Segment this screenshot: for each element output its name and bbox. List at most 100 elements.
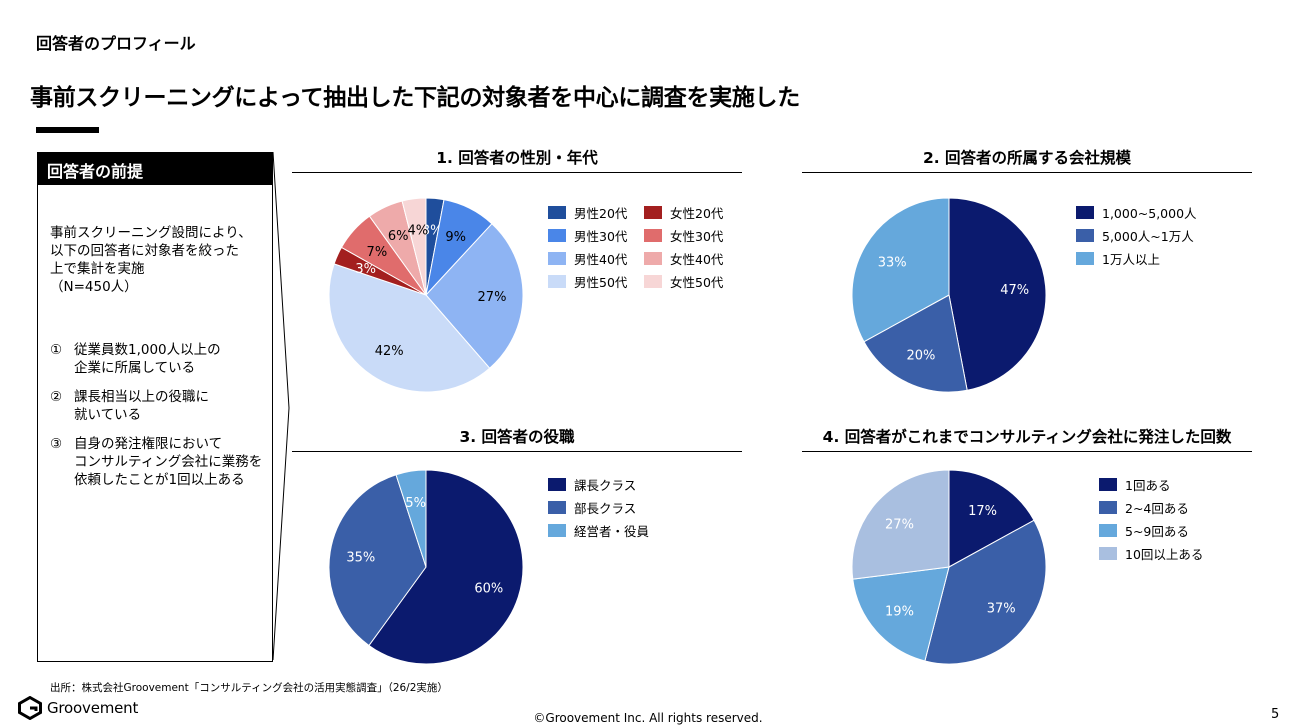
legend-label: 課長クラス <box>574 478 637 493</box>
legend-swatch <box>548 478 566 491</box>
page-number: 5 <box>1271 707 1280 722</box>
legend-swatch <box>1076 206 1094 219</box>
legend-item: 女性20代 <box>644 203 723 222</box>
pie-data-label: 3% <box>355 262 376 277</box>
pie-data-label: 47% <box>1000 283 1029 298</box>
legend-label: 男性30代 <box>574 229 628 244</box>
legend-item: 5~9回ある <box>1099 521 1189 540</box>
legend-swatch <box>1099 524 1117 537</box>
legend-label: 女性20代 <box>670 206 724 221</box>
legend-item: 2~4回ある <box>1099 498 1189 517</box>
legend-label: 1回ある <box>1125 478 1171 493</box>
legend-item: 女性40代 <box>644 249 723 268</box>
legend-label: 男性20代 <box>574 206 628 221</box>
legend-label: 経営者・役員 <box>574 524 650 539</box>
premise-intro-line: （N=450人） <box>50 279 138 295</box>
legend-item: 5,000人~1万人 <box>1076 226 1194 245</box>
chart-4-rule <box>802 451 1252 452</box>
legend-swatch <box>548 252 566 265</box>
legend-label: 女性50代 <box>670 275 724 290</box>
pie-slice <box>395 469 427 568</box>
pie-data-label: 4% <box>407 224 428 239</box>
pie-slice <box>948 469 1035 568</box>
legend-item: 女性30代 <box>644 226 723 245</box>
copyright: ©Groovement Inc. All rights reserved. <box>533 711 763 725</box>
pie-slice <box>425 223 524 369</box>
pie-data-label: 27% <box>885 517 914 532</box>
accent-bar <box>36 127 99 133</box>
pie-data-label: 33% <box>878 255 907 270</box>
condition-line: 依頼したことが1回以上ある <box>74 472 245 488</box>
legend-swatch <box>644 275 662 288</box>
legend-label: 1,000~5,000人 <box>1102 206 1197 221</box>
condition-line: 課長相当以上の役職に <box>74 389 209 405</box>
legend-label: 10回以上ある <box>1125 547 1204 562</box>
chart-1-rule <box>292 172 742 173</box>
condition-line: コンサルティング会社に業務を <box>74 454 263 470</box>
pie-slice <box>851 469 950 580</box>
pie-data-label: 37% <box>987 601 1016 616</box>
chart-2-legend: 1,000~5,000人 5,000人~1万人 1万人以上 <box>1076 203 1256 273</box>
pie-slice <box>851 197 950 343</box>
pie-slice <box>328 263 491 393</box>
condition-2: ② 課長相当以上の役職に 就いている <box>50 388 265 424</box>
chart-1-legend: 男性20代 女性20代男性30代 女性30代男性40代 女性40代男性50代 女性50代 <box>548 203 748 293</box>
condition-number: ② <box>50 389 63 405</box>
legend-label: 女性30代 <box>670 229 724 244</box>
legend-label: 2~4回ある <box>1125 501 1189 516</box>
legend-item: 1,000~5,000人 <box>1076 203 1197 222</box>
premise-intro: 事前スクリーニング設問により、 以下の回答者に対象者を絞った 上で集計を実施 （… <box>50 224 265 296</box>
company-logo: Groovement <box>18 696 138 720</box>
legend-swatch <box>548 501 566 514</box>
chart-3-legend: 課長クラス部長クラス経営者・役員 <box>548 475 728 545</box>
section-label: 回答者のプロフィール <box>36 34 196 53</box>
pie-data-label: 9% <box>445 230 466 245</box>
pie-slice <box>401 197 427 296</box>
legend-item: 部長クラス <box>548 498 636 517</box>
legend-swatch <box>644 206 662 219</box>
pie-data-label: 42% <box>375 344 404 359</box>
legend-swatch <box>644 252 662 265</box>
legend-swatch <box>1099 547 1117 560</box>
legend-swatch <box>1076 252 1094 265</box>
legend-item: 1回ある <box>1099 475 1170 494</box>
pie-slice <box>328 474 427 647</box>
logo-text: Groovement <box>47 699 139 717</box>
bracket-arrow <box>273 151 290 661</box>
chart-2-title: 2. 回答者の所属する会社規模 <box>922 149 1132 167</box>
pie-data-label: 35% <box>346 551 375 566</box>
condition-line: 企業に所属している <box>74 360 196 376</box>
legend-label: 部長クラス <box>574 501 637 516</box>
pie-slice <box>852 566 950 662</box>
page-headline: 事前スクリーニングによって抽出した下記の対象者を中心に調査を実施した <box>30 85 800 111</box>
pie-data-label: 5% <box>405 496 426 511</box>
premise-intro-line: 上で集計を実施 <box>50 261 145 277</box>
condition-3: ③ 自身の発注権限において コンサルティング会社に業務を 依頼したことが1回以上… <box>50 435 265 489</box>
legend-item: 課長クラス <box>548 475 636 494</box>
legend-item: 10回以上ある <box>1099 544 1203 563</box>
legend-label: 男性50代 <box>574 275 628 290</box>
legend-swatch <box>1099 501 1117 514</box>
chart-3-rule <box>292 451 742 452</box>
pie-slice <box>948 197 1047 391</box>
chart-3-pie: 60% 35% 5% <box>328 469 524 665</box>
pie-slice <box>863 294 968 393</box>
premise-intro-line: 事前スクリーニング設問により、 <box>50 225 252 241</box>
legend-label: 5~9回ある <box>1125 524 1189 539</box>
legend-item: 男性40代 <box>548 249 627 268</box>
legend-item: 女性50代 <box>644 272 723 291</box>
legend-swatch <box>548 206 566 219</box>
legend-swatch <box>548 275 566 288</box>
pie-slice <box>368 469 524 665</box>
condition-number: ③ <box>50 436 63 452</box>
chart-3-title: 3. 回答者の役職 <box>459 428 575 446</box>
pie-data-label: 17% <box>968 504 997 519</box>
legend-item: 経営者・役員 <box>548 521 649 540</box>
legend-swatch <box>644 229 662 242</box>
condition-1: ① 従業員数1,000人以上の 企業に所属している <box>50 341 265 377</box>
chart-4-pie: 17% 37% 19% 27% <box>851 469 1047 665</box>
legend-item: 男性20代 <box>548 203 627 222</box>
legend-item: 1万人以上 <box>1076 249 1160 268</box>
chart-2-rule <box>802 172 1252 173</box>
legend-label: 男性40代 <box>574 252 628 267</box>
